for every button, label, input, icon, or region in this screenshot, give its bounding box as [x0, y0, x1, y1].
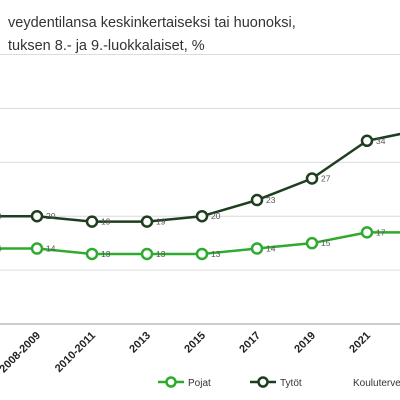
data-label: 14 — [266, 244, 276, 254]
x-tick-label: 2021 — [347, 330, 373, 356]
data-point — [140, 247, 154, 261]
data-label: 20 — [46, 211, 56, 221]
data-label: 13 — [156, 249, 166, 259]
data-point — [85, 247, 99, 261]
legend-swatch-marker — [165, 376, 177, 388]
data-label: 19 — [101, 217, 111, 227]
legend-label: Pojat — [188, 378, 211, 389]
source-label: Kouluterve — [353, 378, 400, 389]
data-point — [195, 209, 209, 223]
data-point — [140, 215, 154, 228]
gridlines — [0, 54, 400, 325]
legend: Pojat Tytöt — [158, 376, 302, 389]
series-group: 14 14 13 13 13 14 15 17 20 20 19 19 20 23 27 34 — [0, 132, 400, 261]
data-point — [250, 193, 264, 207]
series-line-tytöt — [0, 132, 400, 223]
data-label: 14 — [0, 244, 2, 254]
data-label: 34 — [376, 136, 386, 146]
data-label: 14 — [46, 244, 56, 254]
data-label: 13 — [211, 249, 221, 259]
x-tick-label: 2008-2009 — [0, 330, 43, 376]
data-label: 13 — [101, 249, 111, 259]
x-tick-label: 2015 — [182, 330, 208, 356]
data-point — [195, 247, 209, 261]
data-point — [305, 236, 319, 250]
x-tick-label: 2019 — [292, 330, 318, 356]
data-label: 19 — [156, 217, 166, 227]
data-label: 27 — [321, 174, 331, 184]
data-point — [360, 226, 374, 239]
data-label: 20 — [0, 211, 2, 221]
data-point — [30, 209, 44, 223]
data-point — [30, 242, 44, 255]
data-label: 20 — [211, 211, 221, 221]
data-point — [305, 172, 319, 185]
x-axis: 2008-2009 2010-2011 2013 2015 2017 2019 2021 — [0, 330, 373, 376]
data-point — [85, 215, 99, 228]
x-tick-label: 2010-2011 — [53, 330, 98, 375]
x-tick-label: 2017 — [237, 330, 263, 356]
data-point — [360, 134, 374, 148]
x-tick-label: 2013 — [127, 330, 153, 356]
legend-label: Tytöt — [280, 378, 302, 389]
data-label: 15 — [321, 238, 331, 248]
legend-swatch-marker — [257, 376, 269, 388]
data-point — [250, 242, 264, 255]
data-label: 23 — [266, 195, 276, 205]
chart-title-line-1: veydentilansa keskinkertaiseksi tai huon… — [8, 15, 296, 31]
data-label: 17 — [376, 227, 386, 237]
chart-title-line-2: tuksen 8.- ja 9.-luokkalaiset, % — [8, 38, 205, 54]
